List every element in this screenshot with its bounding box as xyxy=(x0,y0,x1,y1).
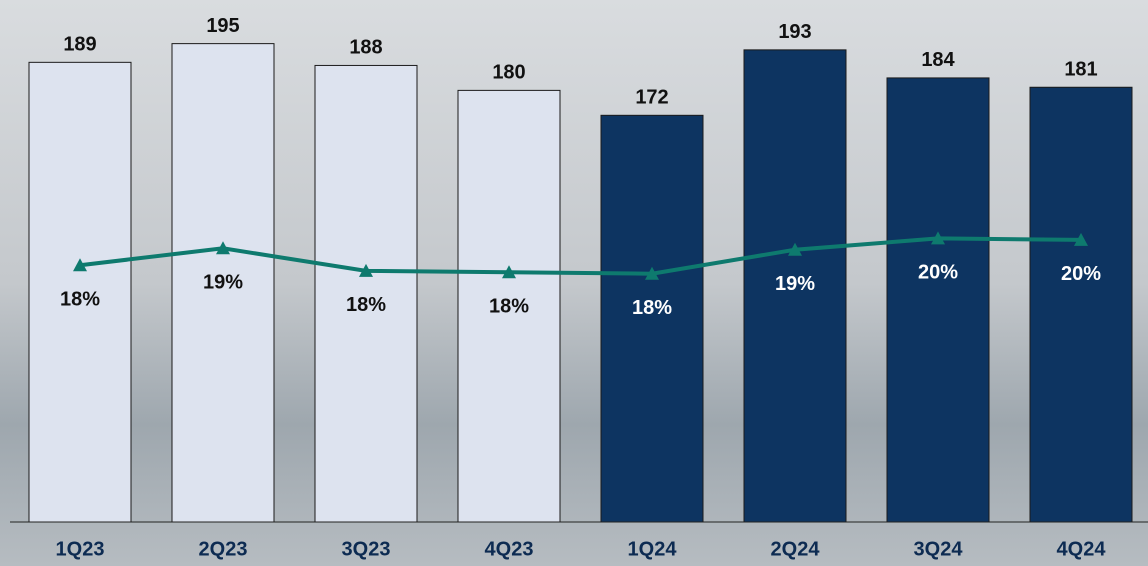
bar-value-label: 184 xyxy=(921,49,955,71)
bar-value-label: 180 xyxy=(492,62,525,84)
line-value-label: 18% xyxy=(632,297,672,319)
bar xyxy=(28,61,132,523)
x-tick-label: 2Q23 xyxy=(199,538,248,560)
x-tick-label: 1Q23 xyxy=(56,538,105,560)
line-marker xyxy=(359,263,373,277)
bar-value-label: 193 xyxy=(778,21,811,43)
bar-value-label: 195 xyxy=(206,15,239,37)
bar-value-label: 181 xyxy=(1064,59,1097,81)
x-tick-label: 4Q24 xyxy=(1057,538,1107,560)
line-value-label: 19% xyxy=(203,272,243,294)
x-tick-label: 1Q24 xyxy=(628,538,678,560)
line-marker xyxy=(216,241,230,255)
line-value-label: 18% xyxy=(489,296,529,318)
x-tick-label: 3Q23 xyxy=(342,538,391,560)
bar xyxy=(171,43,275,523)
line-marker xyxy=(502,265,516,279)
bar-value-label: 189 xyxy=(63,34,96,56)
line-value-label: 20% xyxy=(918,262,958,284)
bar xyxy=(743,49,847,523)
line-value-label: 20% xyxy=(1061,263,1101,285)
line-marker xyxy=(645,266,659,280)
line-value-label: 18% xyxy=(60,289,100,311)
line-marker xyxy=(788,242,802,256)
line-value-label: 19% xyxy=(775,273,815,295)
line-value-label: 18% xyxy=(346,294,386,316)
bar xyxy=(457,89,561,523)
line-marker xyxy=(73,258,87,272)
line-marker xyxy=(931,231,945,245)
bar xyxy=(886,77,990,523)
line xyxy=(79,236,1082,276)
x-tick-label: 3Q24 xyxy=(914,538,964,560)
x-tick-label: 2Q24 xyxy=(771,538,821,560)
bar xyxy=(1029,86,1133,523)
x-tick-label: 4Q23 xyxy=(485,538,534,560)
bar-value-label: 188 xyxy=(349,37,382,59)
bar xyxy=(314,64,418,523)
bar-value-label: 172 xyxy=(635,87,668,109)
line-marker xyxy=(1074,232,1088,246)
